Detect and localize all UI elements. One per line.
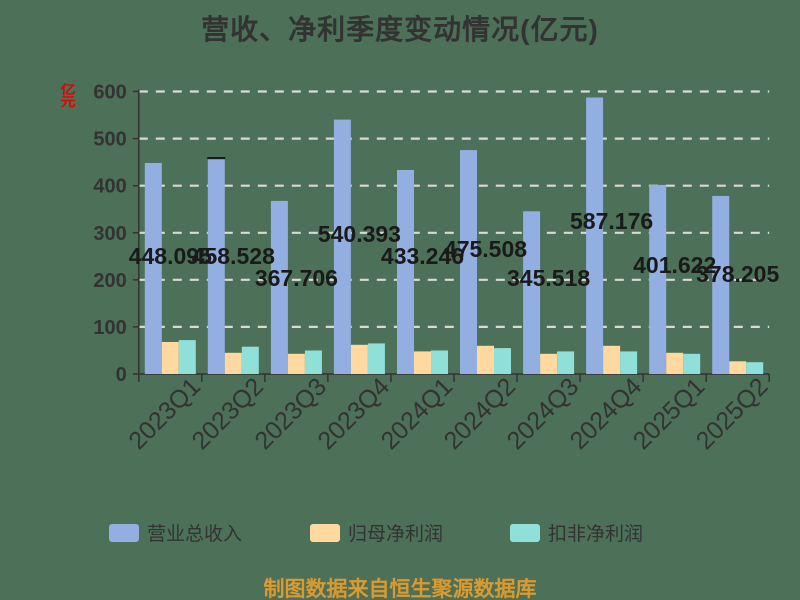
svg-text:475.508: 475.508 (444, 236, 527, 262)
svg-text:200: 200 (93, 270, 126, 292)
svg-text:600: 600 (93, 82, 126, 104)
svg-text:2025Q2: 2025Q2 (691, 372, 774, 455)
svg-text:400: 400 (93, 176, 126, 198)
svg-text:587.176: 587.176 (570, 208, 653, 234)
svg-text:300: 300 (93, 223, 126, 245)
svg-text:100: 100 (93, 317, 126, 339)
svg-text:500: 500 (93, 129, 126, 151)
svg-text:378.205: 378.205 (696, 261, 779, 287)
svg-text:345.518: 345.518 (507, 265, 590, 291)
svg-text:0: 0 (116, 364, 127, 386)
svg-text:367.706: 367.706 (255, 265, 338, 291)
